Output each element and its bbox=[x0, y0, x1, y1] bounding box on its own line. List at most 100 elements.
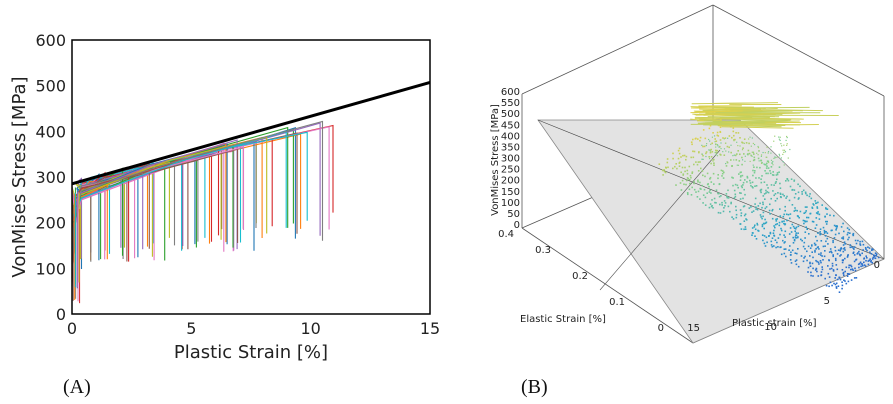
chart-b-point bbox=[828, 259, 830, 262]
chart-b-point bbox=[737, 132, 740, 134]
chart-b-point bbox=[689, 182, 691, 185]
chart-b-point bbox=[814, 200, 817, 202]
chart-b-point bbox=[743, 142, 745, 144]
chart-b-point bbox=[833, 237, 836, 239]
chart-b-point bbox=[681, 166, 684, 169]
chart-b-point bbox=[837, 249, 840, 251]
chart-b-point bbox=[733, 134, 735, 137]
chart-b-point bbox=[832, 269, 835, 271]
chart-b-point bbox=[795, 234, 797, 236]
chart-b-point bbox=[869, 251, 871, 253]
chart-b-point bbox=[708, 191, 711, 193]
chart-b-point bbox=[738, 173, 740, 175]
chart-b-point bbox=[733, 139, 735, 141]
chart-b-point bbox=[804, 211, 807, 214]
chart-b-point bbox=[796, 252, 798, 255]
chart-b-point bbox=[744, 226, 747, 228]
chart-b-point bbox=[825, 231, 827, 233]
chart-b-z-tick-label: 100 bbox=[501, 198, 520, 209]
chart-b-point bbox=[843, 279, 845, 281]
chart-b-point bbox=[874, 257, 876, 259]
chart-b-point bbox=[744, 179, 746, 181]
chart-b-point bbox=[764, 198, 766, 200]
chart-b-point bbox=[864, 265, 867, 267]
chart-b-point bbox=[835, 227, 838, 229]
chart-b-point bbox=[863, 264, 866, 266]
chart-b-point bbox=[853, 246, 856, 248]
chart-b-point bbox=[825, 284, 828, 287]
chart-b-point bbox=[804, 255, 806, 258]
chart-a-y-tick-label: 200 bbox=[35, 214, 66, 233]
chart-b-point bbox=[725, 193, 728, 195]
chart-b-point bbox=[877, 256, 880, 259]
chart-b-point bbox=[832, 270, 835, 272]
chart-b-point bbox=[692, 150, 694, 153]
chart-b-point bbox=[777, 237, 780, 239]
chart-b-point bbox=[852, 251, 855, 254]
chart-b-point bbox=[771, 209, 773, 212]
chart-b-point bbox=[778, 153, 780, 155]
chart-b-point bbox=[770, 184, 773, 186]
chart-b-point bbox=[797, 236, 799, 238]
chart-b-point bbox=[864, 247, 867, 249]
chart-b-point bbox=[824, 245, 826, 247]
chart-b-point bbox=[815, 268, 818, 270]
chart-b-point bbox=[850, 265, 853, 268]
chart-b-point bbox=[826, 220, 828, 223]
chart-b-point bbox=[809, 255, 811, 257]
chart-b-point bbox=[750, 154, 752, 157]
chart-b-point bbox=[755, 206, 757, 208]
chart-b-point bbox=[807, 245, 810, 248]
chart-b-point bbox=[850, 268, 852, 271]
chart-b-point bbox=[816, 206, 818, 208]
chart-b-point bbox=[739, 153, 741, 156]
chart-b-point bbox=[685, 183, 687, 186]
chart-b-point bbox=[762, 203, 764, 206]
chart-b-point bbox=[783, 220, 785, 222]
chart-b-point bbox=[678, 152, 681, 155]
chart-b-point bbox=[824, 216, 826, 218]
chart-b-point bbox=[771, 245, 774, 248]
chart-b-scatter-points bbox=[658, 102, 880, 293]
chart-b-point bbox=[717, 211, 720, 214]
chart-b-point bbox=[710, 143, 712, 145]
chart-b-point bbox=[717, 174, 719, 176]
chart-b-point bbox=[717, 177, 719, 180]
chart-b-point bbox=[770, 240, 773, 243]
chart-b-point bbox=[734, 193, 737, 196]
chart-b-point bbox=[752, 164, 754, 166]
chart-b-point bbox=[666, 161, 669, 164]
chart-b-point bbox=[827, 265, 829, 267]
chart-b-point bbox=[766, 184, 768, 186]
chart-b-point bbox=[713, 158, 715, 161]
chart-b-point bbox=[714, 141, 716, 143]
chart-b-point bbox=[695, 191, 697, 193]
chart-b-point bbox=[769, 203, 771, 206]
chart-b-point bbox=[692, 156, 695, 159]
chart-b-point bbox=[722, 210, 725, 213]
chart-b-point bbox=[693, 163, 695, 166]
chart-b-point bbox=[779, 215, 782, 217]
chart-b-point bbox=[727, 137, 729, 139]
chart-b-point bbox=[783, 252, 786, 255]
chart-b-point bbox=[814, 227, 817, 229]
chart-b-point bbox=[828, 276, 831, 278]
chart-b-point bbox=[708, 206, 711, 209]
chart-b-point bbox=[819, 260, 822, 262]
chart-b-streak bbox=[715, 110, 789, 113]
chart-a-y-tick-label: 500 bbox=[35, 77, 66, 96]
chart-b-point bbox=[708, 127, 711, 130]
chart-b-point bbox=[838, 232, 840, 235]
chart-b-point bbox=[739, 198, 742, 200]
chart-b-point bbox=[801, 191, 803, 193]
chart-b-point bbox=[706, 172, 709, 175]
chart-b-point bbox=[846, 256, 849, 258]
chart-b-point bbox=[789, 254, 792, 256]
chart-b-point bbox=[764, 245, 767, 247]
chart-b-point bbox=[843, 247, 846, 249]
chart-b-point bbox=[779, 182, 781, 185]
chart-b-point bbox=[715, 154, 717, 156]
chart-b-point bbox=[701, 144, 703, 146]
chart-b-point bbox=[816, 246, 819, 249]
